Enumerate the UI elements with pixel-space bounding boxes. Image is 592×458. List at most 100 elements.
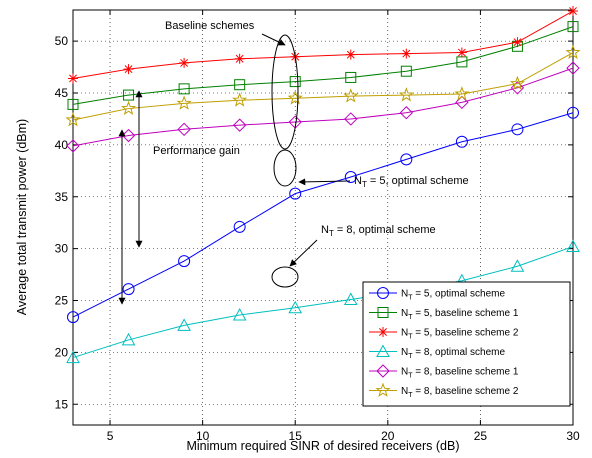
data-point — [343, 292, 358, 305]
data-point — [68, 73, 78, 84]
annotation-baseline-ellipse — [271, 34, 299, 150]
annotation-nt5-ellipse — [273, 149, 297, 187]
y-tick-label: 25 — [55, 294, 69, 308]
data-point — [234, 79, 246, 91]
data-point — [67, 98, 79, 110]
data-point — [123, 64, 134, 75]
legend-entry: NT = 5, baseline scheme 2 — [369, 327, 519, 341]
data-point — [343, 88, 359, 103]
series-line — [72, 67, 574, 147]
y-tick-label: 45 — [55, 86, 69, 100]
data-point — [454, 86, 470, 101]
legend-label: NT = 5, baseline scheme 2 — [401, 328, 519, 341]
data-point — [565, 44, 581, 59]
annotation-nt8-label: NT = 8, optimal scheme — [321, 224, 436, 238]
y-tick-label: 15 — [55, 397, 69, 411]
data-point — [289, 76, 301, 88]
y-axis-label: Average total transmit power (dBm) — [15, 119, 29, 315]
data-point — [289, 187, 302, 200]
series-layer — [65, 6, 581, 364]
legend-box — [362, 281, 571, 407]
x-tick-label: 20 — [381, 429, 395, 443]
annotation-nt8-ellipse — [271, 266, 299, 288]
annotation-nt8-arrow — [289, 239, 318, 267]
data-point — [232, 118, 247, 132]
y-tick-label: 40 — [55, 138, 69, 152]
y-tick-label: 50 — [55, 34, 69, 48]
data-point — [177, 318, 191, 331]
data-point — [176, 95, 192, 110]
data-point — [398, 87, 414, 102]
series-line — [72, 10, 574, 79]
series-6 — [65, 44, 581, 127]
data-point — [400, 65, 412, 77]
data-point — [121, 332, 136, 346]
legend-marker — [376, 344, 390, 357]
data-point — [512, 37, 523, 48]
data-point — [345, 71, 357, 83]
annotation-baseline-arrow — [261, 33, 286, 46]
series-line — [72, 112, 574, 318]
data-point — [287, 90, 303, 105]
data-point — [400, 153, 413, 166]
annotation-baseline-label: Baseline schemes — [165, 20, 255, 32]
y-axis-ticks: 15 20 25 30 35 40 45 50 — [55, 34, 573, 411]
data-point — [345, 49, 356, 60]
data-point — [566, 61, 580, 75]
axes — [72, 9, 574, 426]
x-tick-label: 30 — [566, 429, 580, 443]
data-point — [344, 112, 358, 126]
legend-entry: NT = 5, optimal scheme — [369, 287, 505, 302]
legend-marker — [377, 287, 389, 299]
data-point — [233, 220, 246, 233]
x-tick-label: 10 — [196, 429, 210, 443]
legend-label: NT = 8, baseline scheme 2 — [401, 386, 519, 399]
data-point — [178, 83, 190, 95]
legend-label: NT = 5, baseline scheme 1 — [401, 308, 519, 321]
series-1 — [67, 106, 579, 324]
legend-label: NT = 8, baseline scheme 1 — [401, 367, 519, 380]
data-point — [120, 100, 137, 115]
data-point — [567, 21, 579, 33]
data-point — [399, 106, 414, 120]
data-point — [566, 239, 580, 253]
legend-marker — [377, 307, 389, 318]
x-tick-label: 5 — [107, 429, 114, 443]
data-point — [456, 47, 467, 58]
data-point — [66, 139, 80, 153]
data-point — [509, 75, 526, 91]
data-point — [177, 122, 191, 137]
series-line — [72, 246, 574, 359]
data-point — [232, 307, 247, 321]
y-tick-label: 30 — [55, 242, 69, 256]
legend-marker — [376, 364, 390, 378]
data-point — [288, 300, 303, 314]
legend-marker — [378, 327, 388, 337]
y-tick-label: 35 — [55, 190, 69, 204]
legend-entry: NT = 8, baseline scheme 1 — [369, 364, 519, 380]
legend-entry: NT = 8, baseline scheme 2 — [369, 382, 519, 399]
data-point — [510, 259, 525, 272]
data-point — [178, 255, 191, 268]
data-point — [65, 112, 81, 127]
data-point — [455, 135, 468, 148]
legend: NT = 5, optimal scheme NT = 5, baseline s… — [362, 281, 571, 407]
legend-entry: NT = 8, optimal scheme — [369, 344, 505, 360]
data-point — [67, 311, 79, 324]
annotation-nt5-arrow — [298, 178, 351, 186]
annotation-gain-label: Performance gain — [153, 145, 240, 157]
annotation-nt5-label: NT = 5, optimal scheme — [354, 175, 469, 189]
data-point — [401, 48, 412, 59]
x-axis-ticks: 5 10 15 20 25 30 — [107, 10, 580, 443]
data-point — [510, 81, 525, 95]
data-point — [455, 95, 469, 110]
data-point — [234, 53, 245, 64]
data-point — [567, 106, 579, 119]
x-tick-label: 15 — [289, 429, 303, 443]
legend-label: NT = 5, optimal scheme — [401, 289, 505, 302]
data-point — [123, 89, 135, 101]
data-point — [568, 6, 578, 17]
series-line — [72, 52, 574, 121]
legend-label: NT = 8, optimal scheme — [401, 347, 505, 360]
